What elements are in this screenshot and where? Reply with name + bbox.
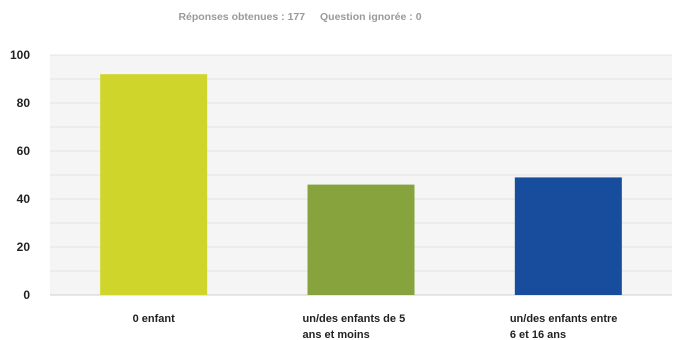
bar	[307, 184, 415, 295]
x-axis-labels: 0 enfant un/des enfants de 5 ans et moins u…	[133, 313, 618, 340]
y-tick-label: 0	[23, 288, 30, 302]
y-tick-label: 100	[10, 48, 30, 62]
answered-count: Réponses obtenues : 177	[178, 11, 306, 23]
x-category-label: un/des enfants entre 6 et 16 ans	[510, 313, 618, 340]
y-tick-label: 60	[17, 144, 31, 158]
x-category-label: un/des enfants de 5 ans et moins	[303, 313, 406, 340]
y-tick-label: 40	[17, 192, 31, 206]
bars	[100, 74, 622, 295]
y-tick-label: 80	[17, 96, 31, 110]
skipped-count: Question ignorée : 0	[320, 11, 422, 23]
x-category-label: 0 enfant	[133, 313, 176, 325]
bar	[514, 177, 622, 295]
bar	[100, 74, 208, 295]
response-stats: Réponses obtenues : 177 Question ignorée…	[0, 11, 600, 23]
y-axis-ticks: 0 20 40 60 80 100	[10, 48, 30, 302]
y-tick-label: 20	[17, 240, 31, 254]
